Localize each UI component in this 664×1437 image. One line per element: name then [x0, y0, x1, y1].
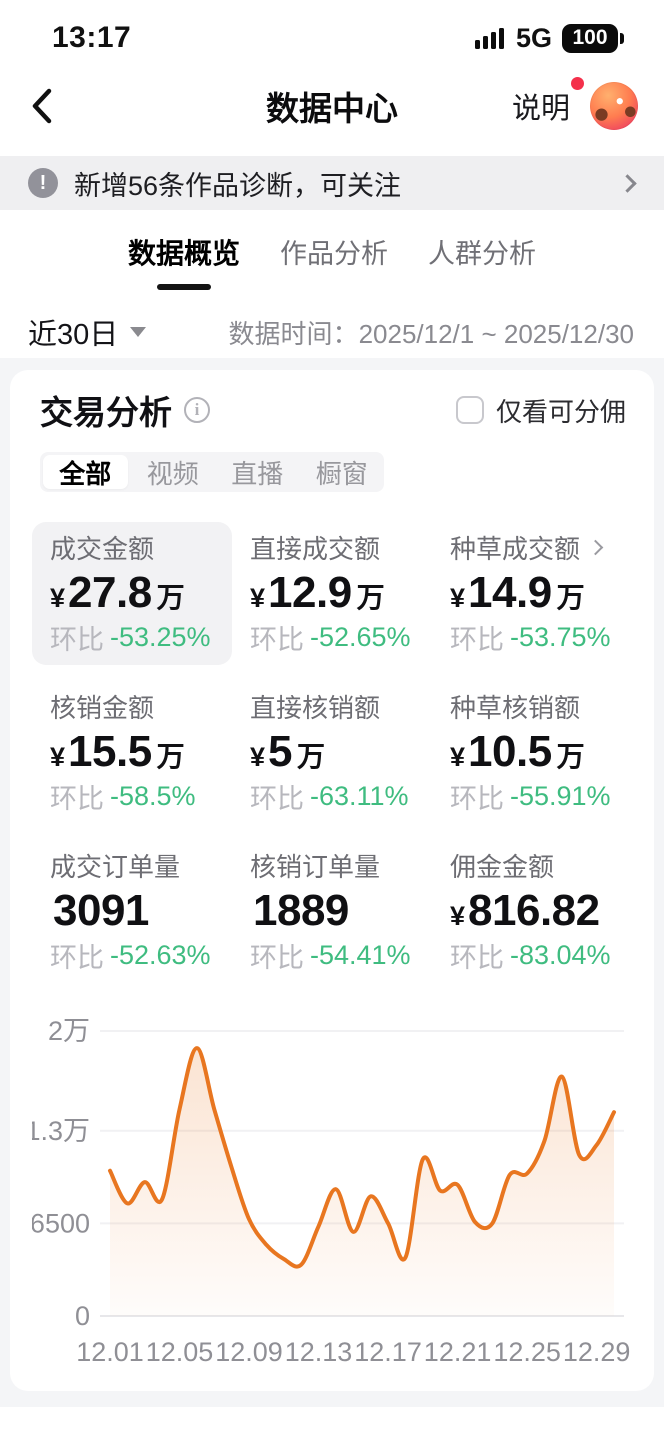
- tab-content-analysis[interactable]: 作品分析: [278, 232, 390, 271]
- svg-text:12.13: 12.13: [285, 1337, 353, 1367]
- commission-only-filter[interactable]: 仅看可分佣: [455, 392, 626, 429]
- trend-line-chart: 0 6500 1.3万 2万 12.01 12.05 12.09 12.13 12.17 12.2…: [32, 1009, 632, 1381]
- nav-actions: 说明: [512, 62, 638, 150]
- date-range-select[interactable]: 近30日: [28, 311, 147, 353]
- help-button[interactable]: 说明: [511, 77, 584, 127]
- notification-dot: [571, 77, 584, 90]
- segment-video[interactable]: 视频: [146, 458, 199, 489]
- svg-text:1.3万: 1.3万: [32, 1116, 90, 1146]
- notice-banner[interactable]: ! 新增56条作品诊断，可关注: [0, 156, 664, 210]
- segment-showcase[interactable]: 橱窗: [315, 458, 368, 489]
- tab-data-overview[interactable]: 数据概览: [126, 232, 242, 290]
- svg-text:12.05: 12.05: [146, 1337, 214, 1367]
- tab-audience-analysis[interactable]: 人群分析: [426, 232, 538, 271]
- svg-text:6500: 6500: [32, 1208, 90, 1238]
- alert-icon: !: [28, 168, 58, 198]
- svg-text:12.29: 12.29: [563, 1337, 631, 1367]
- back-button[interactable]: [30, 86, 70, 126]
- battery-level: 100: [562, 23, 618, 53]
- tab-bar: 数据概览 作品分析 人群分析: [0, 210, 664, 306]
- svg-text:12.25: 12.25: [493, 1337, 561, 1367]
- page-title: 数据中心: [266, 90, 398, 127]
- bottom-area: [0, 1407, 664, 1437]
- svg-text:12.09: 12.09: [215, 1337, 283, 1367]
- metric-direct-redeem-amount[interactable]: 直接核销额 ¥5 万 环比 -63.11%: [250, 692, 409, 814]
- card-title-wrap: 交易分析 i: [40, 386, 210, 434]
- metric-redeem-order-count[interactable]: 核销订单量 1889 环比 -54.41%: [250, 851, 411, 973]
- segment-control: 全部 视频 直播 橱窗: [40, 452, 384, 492]
- svg-text:12.21: 12.21: [424, 1337, 492, 1367]
- caret-down-icon: [130, 327, 147, 337]
- tab-label: 人群分析: [428, 239, 536, 269]
- trade-analysis-card: 交易分析 i 仅看可分佣 全部 视频 直播 橱窗 成交金额 ¥27.8 万 环比 -: [10, 370, 654, 1391]
- notice-text: 新增56条作品诊断，可关注: [74, 170, 402, 201]
- card-header: 交易分析 i 仅看可分佣: [32, 388, 632, 432]
- metric-seeding-redeem-amount[interactable]: 种草核销额 ¥10.5 万 环比 -55.91%: [450, 692, 611, 814]
- filter-row: 近30日 数据时间：2025/12/1 ~ 2025/12/30: [0, 306, 664, 358]
- avatar[interactable]: [590, 82, 638, 130]
- help-label: 说明: [511, 93, 570, 125]
- metric-deal-order-count[interactable]: 成交订单量 3091 环比 -52.63%: [50, 851, 211, 973]
- signal-strength-icon: [474, 27, 504, 49]
- battery-icon: 100: [562, 23, 624, 53]
- metric-deal-amount[interactable]: 成交金额 ¥27.8 万 环比 -53.25%: [32, 522, 232, 665]
- card-title: 交易分析: [40, 394, 172, 431]
- svg-text:12.01: 12.01: [76, 1337, 144, 1367]
- status-icons: 5G 100: [474, 22, 624, 54]
- chevron-right-icon: [618, 173, 637, 193]
- chevron-right-icon: [587, 539, 604, 555]
- segment-live[interactable]: 直播: [231, 458, 284, 489]
- tab-label: 数据概览: [127, 238, 240, 269]
- battery-nub: [620, 32, 624, 44]
- status-bar: 13:17 5G 100: [0, 0, 664, 62]
- segment-all[interactable]: 全部: [43, 455, 128, 489]
- active-tab-underline: [156, 284, 211, 290]
- chevron-left-icon: [32, 88, 52, 124]
- info-icon[interactable]: i: [184, 397, 210, 423]
- svg-text:2万: 2万: [48, 1016, 90, 1046]
- metric-commission-amount[interactable]: 佣金金额 ¥816.82 环比 -83.04%: [450, 851, 611, 973]
- date-range-info: 数据时间：2025/12/1 ~ 2025/12/30: [228, 318, 634, 349]
- date-range-label: 近30日: [28, 319, 119, 351]
- status-time: 13:17: [52, 21, 132, 54]
- svg-text:12.17: 12.17: [354, 1337, 422, 1367]
- metric-direct-deal-amount[interactable]: 直接成交额 ¥12.9 万 环比 -52.65%: [250, 533, 411, 655]
- metrics-grid: 成交金额 ¥27.8 万 环比 -53.25% 直接成交额 ¥12.9 万 环比 -52…: [32, 522, 632, 983]
- checkbox-label: 仅看可分佣: [495, 396, 626, 427]
- metric-seeding-deal-amount[interactable]: 种草成交额 ¥14.9 万 环比 -53.75%: [450, 533, 611, 655]
- nav-bar: 数据中心 说明: [0, 62, 664, 150]
- tab-label: 作品分析: [280, 239, 388, 269]
- svg-text:0: 0: [75, 1301, 90, 1331]
- network-type-label: 5G: [515, 22, 552, 53]
- metric-redeem-amount[interactable]: 核销金额 ¥15.5 万 环比 -58.5%: [50, 692, 196, 814]
- content-background: 交易分析 i 仅看可分佣 全部 视频 直播 橱窗 成交金额 ¥27.8 万 环比 -: [0, 358, 664, 1407]
- checkbox-icon[interactable]: [455, 396, 484, 424]
